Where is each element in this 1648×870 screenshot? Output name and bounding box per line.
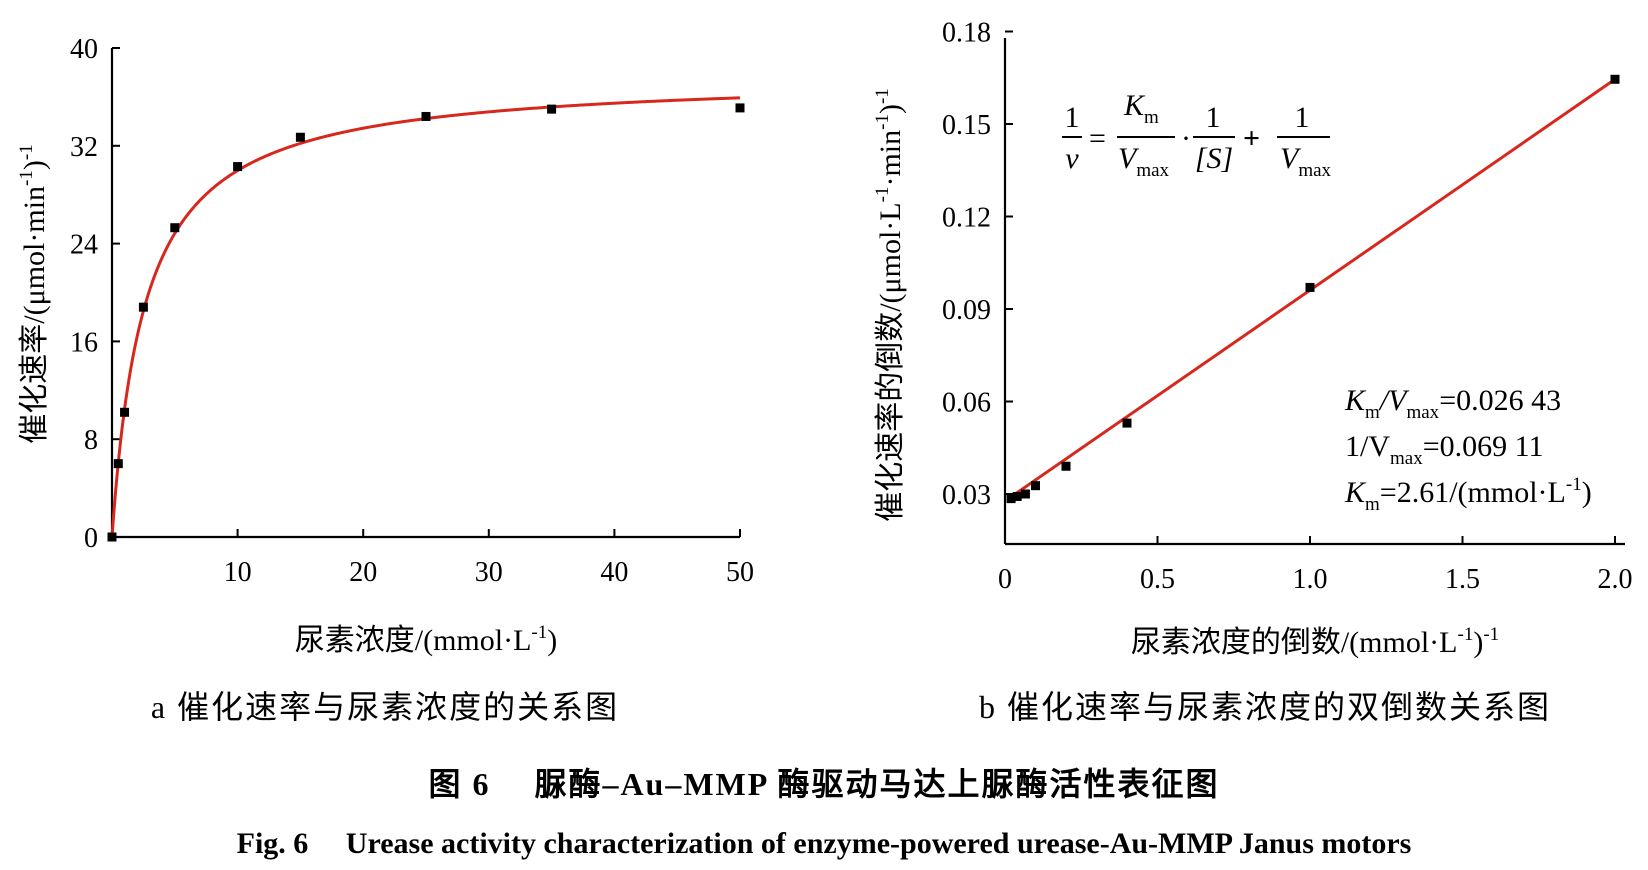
- panel-b-data-point: [1061, 461, 1071, 471]
- figure-caption-en: Fig. 6 Urease activity characterization …: [237, 827, 1412, 860]
- panel-b-x-tick-label: 1.5: [1445, 564, 1480, 595]
- eq-one-2: 1: [1295, 101, 1310, 134]
- panel-b-y-axis-label: 催化速率的倒数/(μmol·L-1·min-1)-1: [872, 88, 907, 522]
- eq-one: 1: [1206, 101, 1221, 134]
- panel-a-fit-curve: [110, 96, 741, 538]
- panel-b-chart: 0.03 0.06 0.09 0.12 0.15 0.18 0 0.5 1.0 1.5 2.0 尿素…: [872, 18, 1633, 726]
- panel-b-x-tick-label: 0.5: [1140, 564, 1175, 595]
- panel-b-data-point: [1006, 494, 1016, 504]
- panel-a-x-tick-label: 50: [726, 557, 754, 588]
- panel-b-y-tick-label: 0.06: [942, 388, 991, 419]
- eq-lhs-denominator: v: [1065, 142, 1079, 175]
- panel-a-data-point: [547, 104, 557, 114]
- eq-lhs-numerator: 1: [1065, 101, 1080, 134]
- eq-equals: =: [1089, 122, 1106, 155]
- panel-b-x-tick-label: 2.0: [1598, 564, 1633, 595]
- panel-a-data-point: [113, 459, 123, 469]
- fit-annotations: Km/Vmax=0.026 43 1/Vmax=0.069 11 Km=2.61…: [1344, 384, 1592, 515]
- panel-b-data-point: [1020, 489, 1030, 499]
- panel-a-y-tick-label: 0: [84, 523, 98, 554]
- panel-a-x-axis-label: 尿素浓度/(mmol·L-1): [295, 622, 557, 657]
- panel-a-data-point: [120, 407, 130, 417]
- panel-b-y-tick-label: 0.12: [942, 203, 991, 234]
- panel-a-y-tick-label: 32: [70, 132, 98, 163]
- panel-b-x-tick-label: 1.0: [1293, 564, 1328, 595]
- panel-a-y-tick-label: 8: [84, 425, 98, 456]
- panel-b-x-tick-label: 0: [998, 564, 1012, 595]
- eq-km: Km: [1123, 89, 1159, 128]
- panel-b-data-point: [1031, 481, 1040, 491]
- panel-b-subtitle: b 催化速率与尿素浓度的双倒数关系图: [979, 689, 1551, 725]
- panel-a-y-tick-label: 24: [70, 230, 98, 261]
- panel-a-x-tick-label: 20: [349, 557, 377, 588]
- annotation-km-vmax: Km/Vmax=0.026 43: [1344, 384, 1561, 423]
- eq-plus: +: [1243, 122, 1260, 155]
- figure-caption-zh: 图 6 脲酶–Au–MMP 酶驱动马达上脲酶活性表征图: [428, 766, 1219, 802]
- panel-a-x-tick-label: 40: [600, 557, 628, 588]
- panel-b-data-point: [1122, 418, 1132, 428]
- eq-vmax-2: Vmax: [1280, 142, 1332, 181]
- panel-b-data-point: [1610, 74, 1620, 84]
- panel-a-subtitle: a 催化速率与尿素浓度的关系图: [151, 689, 619, 725]
- panel-b-y-tick-label: 0.03: [942, 480, 991, 511]
- panel-a-data-point: [138, 302, 148, 312]
- panel-b-y-tick-label: 0.09: [942, 295, 991, 326]
- equation: 1 v = Km Vmax · 1 [S] + 1 Vmax: [1062, 89, 1332, 181]
- panel-a-y-tick-label: 16: [70, 327, 98, 358]
- panel-b-data-point: [1012, 491, 1022, 501]
- panel-a-data-point: [107, 532, 117, 542]
- panel-a-y-tick-label: 40: [70, 34, 98, 65]
- annotation-inv-vmax: 1/Vmax=0.069 11: [1345, 430, 1544, 469]
- panel-a-y-axis-label: 催化速率/(μmol·min-1)-1: [16, 144, 51, 443]
- panel-a-data-point: [295, 132, 305, 142]
- panel-a-data-point: [735, 103, 745, 113]
- panel-a-x-tick-label: 30: [475, 557, 503, 588]
- panel-a-data-point: [421, 111, 431, 121]
- eq-vmax-1: Vmax: [1118, 142, 1170, 181]
- panel-b-y-tick-label: 0.15: [942, 110, 991, 141]
- panel-b-x-axis-label: 尿素浓度的倒数/(mmol·L-1)-1: [1131, 624, 1499, 659]
- panel-b-data-point: [1305, 282, 1315, 292]
- panel-a-x-tick-label: 10: [224, 557, 252, 588]
- panel-b-y-tick-label: 0.18: [942, 18, 991, 49]
- panel-a-data-point: [170, 223, 180, 233]
- eq-substrate: [S]: [1195, 142, 1233, 175]
- panel-a-chart: 0 8 16 24 32 40 10 20 30 40 50 尿素浓度/(mmol·L-1) 催化速…: [16, 34, 754, 725]
- annotation-km: Km=2.61/(mmol·L-1): [1344, 474, 1592, 515]
- panel-a-data-point: [233, 162, 243, 172]
- eq-dot: ·: [1181, 122, 1191, 155]
